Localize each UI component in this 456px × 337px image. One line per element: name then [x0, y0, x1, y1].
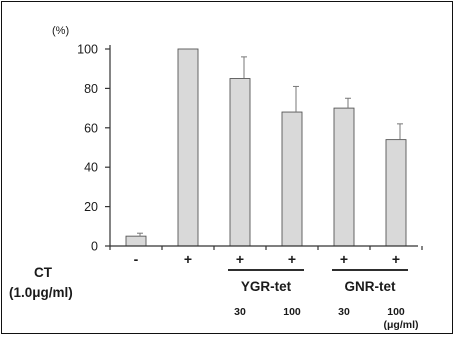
ct-sign: + — [184, 251, 192, 267]
concentration-unit: (μg/ml) — [383, 319, 418, 331]
y-tick-label: 60 — [84, 121, 98, 135]
concentration-label: 30 — [338, 306, 350, 318]
bar — [281, 111, 303, 247]
ct-concentration-label: (1.0μg/ml) — [9, 285, 73, 300]
ct-sign: + — [392, 251, 400, 267]
y-tick-label: 100 — [77, 43, 98, 57]
chart-frame — [1, 1, 453, 334]
bars — [125, 48, 407, 247]
ct-sign: + — [340, 251, 348, 267]
y-tick-label: 0 — [91, 240, 98, 254]
concentration-label: 100 — [387, 306, 405, 318]
ct-sign: + — [236, 251, 244, 267]
ct-label: CT — [34, 265, 53, 280]
ct-signs: - + + + + + — [134, 251, 400, 267]
bar — [385, 139, 407, 247]
bar — [177, 48, 199, 247]
ct-sign: + — [288, 251, 296, 267]
concentration-label: 100 — [283, 306, 301, 318]
group-name: GNR-tet — [345, 279, 396, 294]
bar — [333, 107, 355, 247]
y-axis-unit: (%) — [52, 25, 69, 37]
x-axis — [109, 245, 423, 250]
y-tick-label: 80 — [84, 82, 98, 96]
bar — [125, 235, 147, 247]
ct-sign: - — [134, 251, 139, 267]
y-tick-label: 40 — [84, 161, 98, 175]
y-tick-label: 20 — [84, 200, 98, 214]
group-name: YGR-tet — [241, 279, 292, 294]
bar — [229, 78, 251, 247]
y-axis: 0 20 40 60 80 100 — [77, 43, 111, 254]
concentration-label: 30 — [234, 306, 246, 318]
